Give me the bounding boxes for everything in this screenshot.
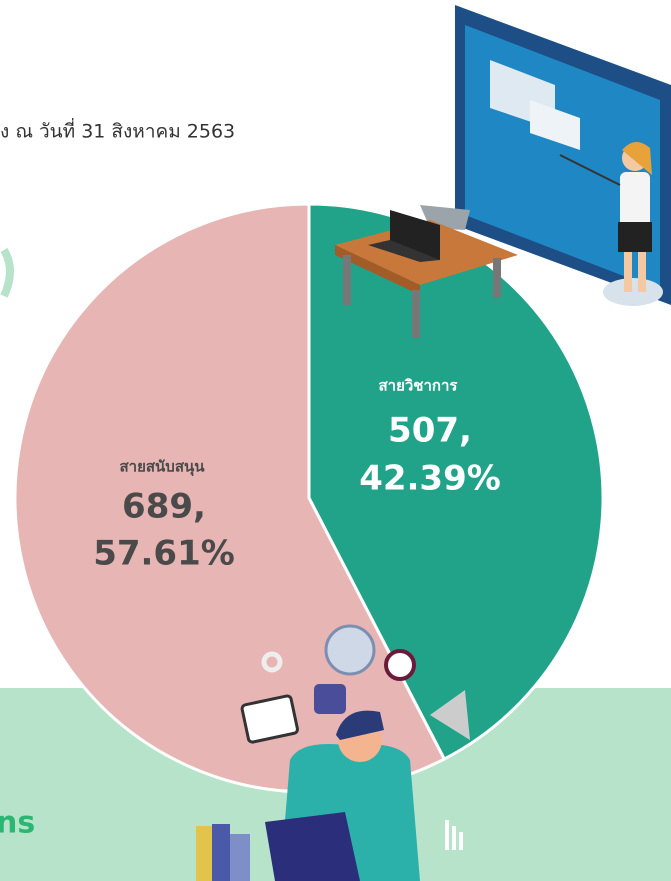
worker-illustration [196, 624, 470, 881]
decor-arc [0, 247, 14, 298]
slice-percent: 57.61% [93, 534, 235, 574]
slice-percent: 42.39% [359, 459, 501, 499]
presenter-illustration [335, 5, 671, 338]
subtitle: ง ณ วันที่ 31 สิงหาคม 2563 [0, 118, 235, 143]
slice-value: 689, [122, 487, 206, 527]
slice-category: สายสนับสนุน [120, 458, 206, 477]
footer-text: ns [0, 806, 35, 841]
pie: สายวิชาการ 507, 42.39% สายสนับสนุน 689, 57.61… [13, 202, 605, 794]
slice-value: 507, [388, 411, 472, 451]
slice-category: สายวิชาการ [379, 377, 459, 395]
